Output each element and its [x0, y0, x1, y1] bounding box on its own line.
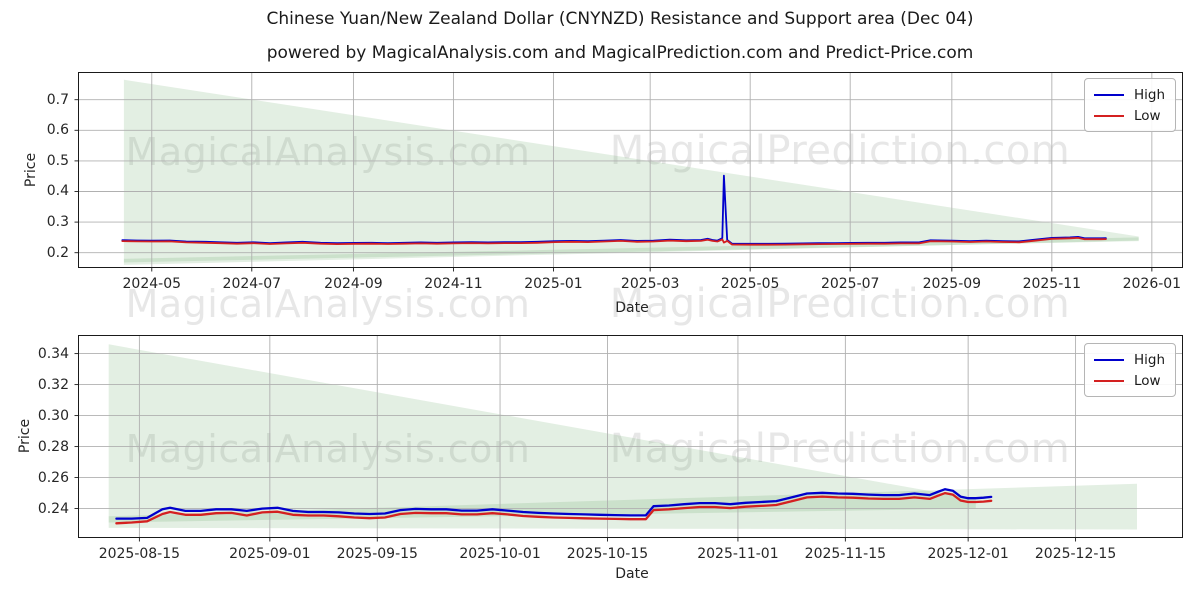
low-line [115, 491, 993, 525]
legend-item-high: High [1093, 84, 1165, 105]
legend-label-low: Low [1133, 107, 1161, 124]
x-tick-label: 2026-01 [1122, 276, 1182, 292]
legend-top: High Low [1083, 78, 1176, 132]
legend-item-low: Low [1093, 105, 1165, 126]
y-tick-label: 0.24 [37, 500, 69, 517]
y-tick-label: 0.5 [46, 152, 69, 169]
legend-label-high: High [1133, 351, 1165, 368]
x-tick-label: 2025-12-01 [927, 546, 1009, 562]
price-chart-top [74, 72, 1183, 272]
watermark-magicalanalysis: MagicalAnalysis.com [125, 282, 531, 326]
y-tick-label: 0.7 [46, 91, 69, 108]
legend-item-low: Low [1093, 370, 1165, 391]
x-tick-label: 2025-07 [820, 276, 880, 292]
x-tick-label: 2025-09-15 [336, 546, 418, 562]
x-tick-label: 2025-09 [922, 276, 982, 292]
x-tick-label: 2025-01 [524, 276, 583, 292]
legend-label-high: High [1133, 86, 1165, 103]
x-tick-label: 2024-09 [324, 276, 383, 292]
legend-label-low: Low [1133, 372, 1161, 389]
y-axis-label-top: Price [23, 152, 39, 188]
x-tick-label: 2025-11-15 [804, 546, 887, 562]
low-line-swatch [1093, 114, 1124, 117]
x-axis-label-top: Date [615, 300, 649, 316]
high-line-swatch [1093, 93, 1124, 96]
x-tick-label: 2025-08-15 [98, 546, 181, 562]
resistance-support-cone-area [123, 79, 1139, 263]
x-axis-label-bottom: Date [615, 566, 649, 582]
chart-title: Chinese Yuan/New Zealand Dollar (CNYNZD)… [266, 9, 974, 29]
high-line-swatch [1093, 358, 1124, 361]
y-tick-label: 0.4 [46, 183, 69, 200]
y-tick-label: 0.28 [37, 438, 69, 455]
legend-bottom: High Low [1083, 343, 1176, 397]
y-tick-label: 0.3 [46, 214, 69, 231]
y-tick-label: 0.32 [37, 376, 69, 393]
y-tick-label: 0.6 [46, 122, 69, 139]
y-tick-label: 0.26 [37, 469, 69, 486]
chart-subtitle: powered by MagicalAnalysis.com and Magic… [266, 43, 974, 63]
x-tick-label: 2025-11 [1022, 276, 1082, 292]
high-line [115, 488, 993, 520]
x-tick-label: 2025-11-01 [697, 546, 779, 562]
x-tick-label: 2025-12-15 [1034, 546, 1117, 562]
watermark-magicalanalysis: MagicalAnalysis.com [125, 427, 531, 471]
watermark-magicalprediction: MagicalPrediction.com [609, 281, 1071, 327]
low-line-swatch [1093, 379, 1124, 382]
plot-border [78, 335, 1183, 538]
x-tick-label: 2024-11 [424, 276, 483, 292]
low-line [121, 236, 1107, 246]
plot-border [78, 72, 1183, 268]
x-tick-label: 2025-09-01 [229, 546, 311, 562]
watermark-magicalprediction: MagicalPrediction.com [609, 426, 1071, 472]
price-chart-bottom [74, 335, 1183, 542]
watermark-magicalanalysis: MagicalAnalysis.com [125, 130, 531, 174]
x-tick-label: 2024-07 [222, 276, 282, 292]
y-axis-label-bottom: Price [17, 418, 33, 454]
x-tick-label: 2025-10-01 [459, 546, 541, 562]
x-tick-label: 2024-05 [122, 276, 182, 292]
x-tick-label: 2025-05 [720, 276, 780, 292]
y-tick-label: 0.2 [46, 244, 69, 261]
x-tick-label: 2025-03 [620, 276, 680, 292]
y-tick-label: 0.30 [37, 407, 69, 424]
watermark-magicalprediction: MagicalPrediction.com [609, 128, 1071, 174]
legend-item-high: High [1093, 349, 1165, 370]
x-tick-label: 2025-10-15 [566, 546, 649, 562]
y-tick-label: 0.34 [37, 345, 69, 362]
